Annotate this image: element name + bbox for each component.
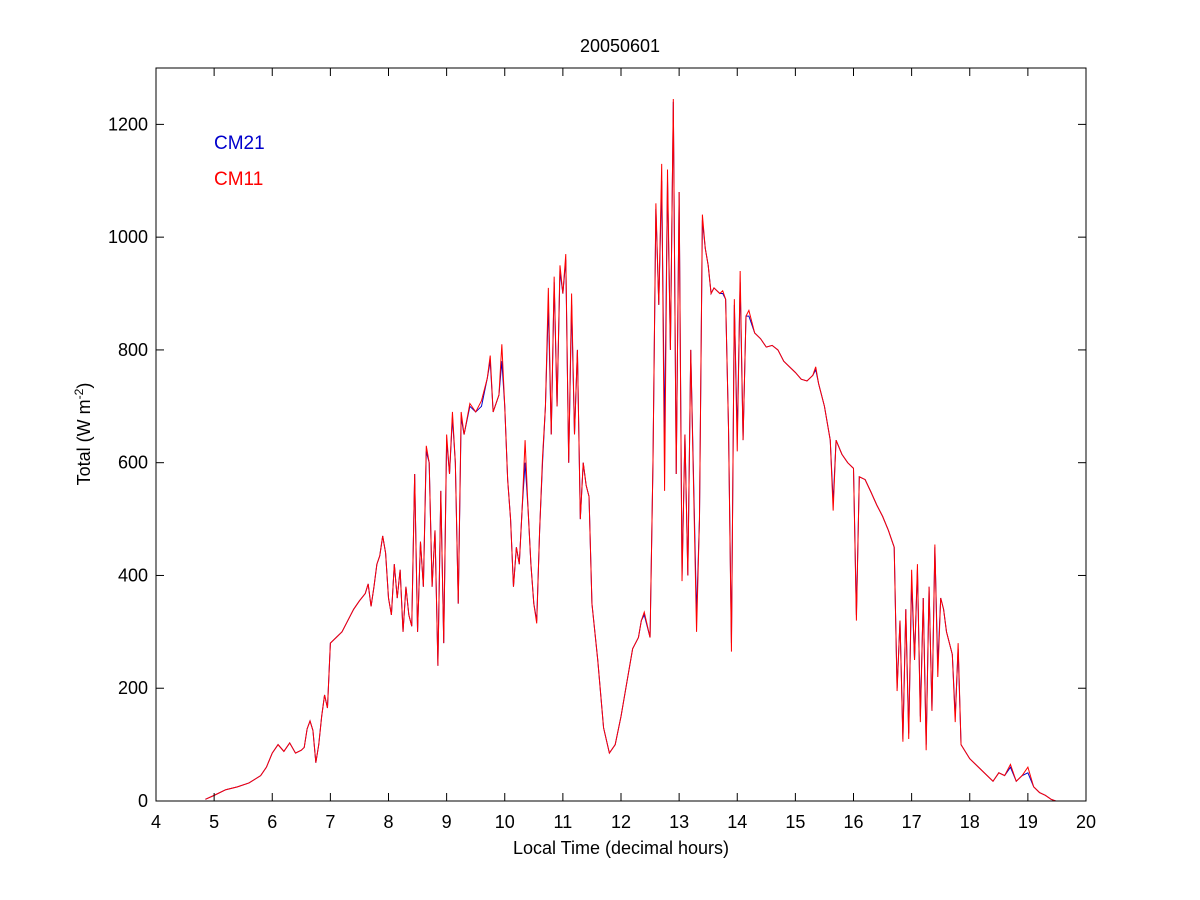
- x-tick-label: 16: [843, 812, 863, 832]
- x-axis-ticks: 4 5 6 7 8 9 10 11 12 13 14 15 16 17 18 19 20: [151, 68, 1096, 832]
- x-tick-label: 6: [267, 812, 277, 832]
- y-axis-label-main: Total (W m: [74, 399, 94, 485]
- y-tick-label: 1200: [108, 114, 148, 134]
- y-tick-label: 1000: [108, 227, 148, 247]
- y-tick-label: 600: [118, 453, 148, 473]
- x-tick-label: 11: [554, 812, 573, 832]
- legend-entry-cm21: CM21: [214, 133, 265, 154]
- series-line-cm11: [205, 99, 1056, 802]
- x-tick-label: 20: [1076, 812, 1096, 832]
- x-tick-label: 18: [960, 812, 980, 832]
- chart-title: 20050601: [580, 36, 660, 56]
- x-tick-label: 7: [325, 812, 335, 832]
- legend-entry-cm11: CM11: [214, 169, 263, 190]
- x-tick-label: 12: [611, 812, 631, 832]
- y-axis-ticks: 0 200 400 600 800 1000 1200: [108, 114, 1086, 811]
- x-tick-label: 9: [442, 812, 452, 832]
- legend: CM21 CM11: [214, 133, 265, 190]
- y-axis-label: Total (W m-2): [72, 383, 94, 486]
- x-tick-label: 10: [495, 812, 515, 832]
- y-tick-label: 400: [118, 565, 148, 585]
- x-tick-label: 17: [902, 812, 922, 832]
- x-tick-label: 19: [1018, 812, 1038, 832]
- x-axis-label: Local Time (decimal hours): [513, 838, 729, 858]
- y-axis-label-close: ): [74, 383, 94, 389]
- y-tick-label: 200: [118, 678, 148, 698]
- x-tick-label: 13: [669, 812, 689, 832]
- y-tick-label: 0: [138, 791, 148, 811]
- plot-series: [205, 99, 1056, 802]
- x-tick-label: 8: [383, 812, 393, 832]
- x-tick-label: 5: [209, 812, 219, 832]
- x-tick-label: 14: [727, 812, 747, 832]
- y-axis-label-superscript: -2: [72, 388, 86, 399]
- x-tick-label: 15: [785, 812, 805, 832]
- x-tick-label: 4: [151, 812, 161, 832]
- y-tick-label: 800: [118, 340, 148, 360]
